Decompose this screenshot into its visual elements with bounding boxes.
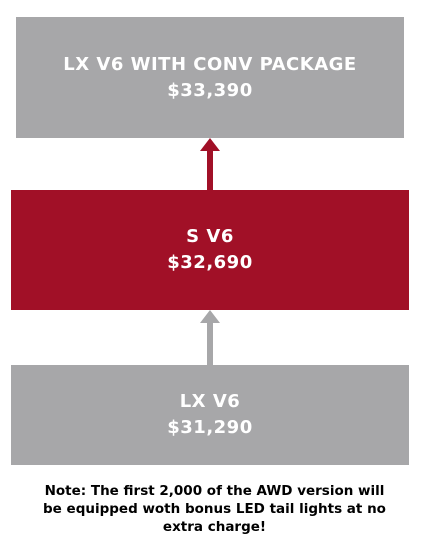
arrow-up-icon — [200, 310, 220, 365]
tier-name: LX V6 — [179, 391, 241, 412]
arrow-shaft — [207, 150, 213, 190]
footnote-line: be equipped woth bonus LED tail lights a… — [43, 501, 386, 517]
tier-box-lx-v6-conv-package: LX V6 WITH CONV PACKAGE $33,390 — [16, 17, 404, 138]
tier-price: $31,290 — [167, 417, 253, 438]
footnote-line: extra charge! — [162, 519, 267, 535]
tier-box-s-v6: S V6 $32,690 — [11, 190, 409, 310]
arrow-up-icon — [200, 138, 220, 190]
tier-price: $32,690 — [167, 252, 253, 273]
arrow-head — [200, 310, 220, 323]
arrow-shaft — [207, 322, 213, 365]
tier-name: LX V6 WITH CONV PACKAGE — [63, 53, 357, 75]
footnote-line: Note: The first 2,000 of the AWD version… — [44, 483, 385, 499]
tier-price: $33,390 — [167, 79, 253, 101]
arrow-head — [200, 138, 220, 151]
tier-name: S V6 — [186, 226, 234, 247]
footnote: Note: The first 2,000 of the AWD version… — [0, 482, 429, 536]
tier-box-lx-v6: LX V6 $31,290 — [11, 365, 409, 465]
